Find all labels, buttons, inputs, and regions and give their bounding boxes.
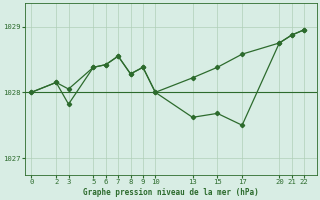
X-axis label: Graphe pression niveau de la mer (hPa): Graphe pression niveau de la mer (hPa) [83,188,259,197]
